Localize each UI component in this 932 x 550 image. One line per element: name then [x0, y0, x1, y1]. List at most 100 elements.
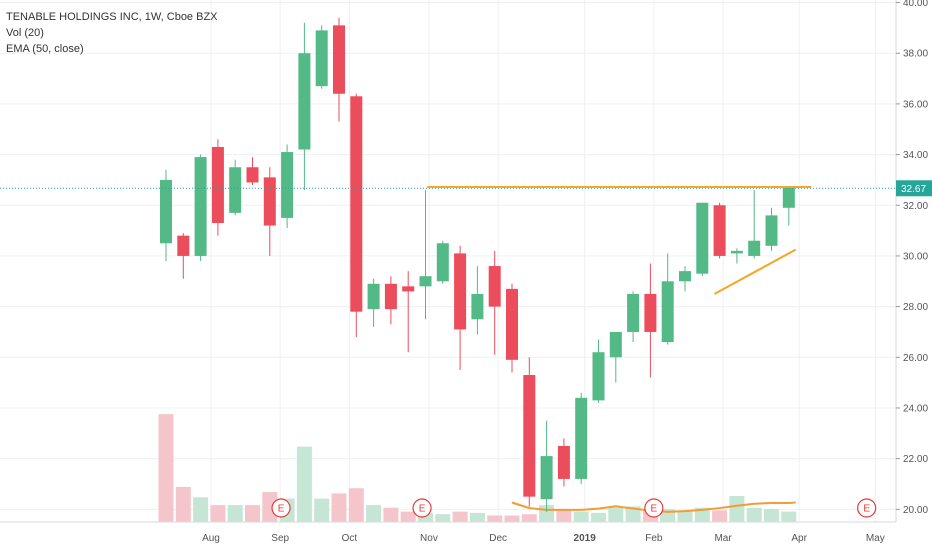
volume-bar — [556, 510, 572, 522]
y-tick-label: 30.00 — [903, 251, 928, 262]
x-tick-label: Mar — [714, 533, 732, 544]
candle-body — [730, 250, 743, 254]
candle-body — [298, 53, 311, 150]
x-tick-label: Sep — [271, 533, 289, 544]
volume-bar — [400, 511, 416, 522]
x-tick-label: 2019 — [574, 533, 597, 544]
chart-title: TENABLE HOLDINGS INC, 1W, Cboe BZX — [6, 11, 218, 23]
volume-bar — [158, 414, 174, 522]
volume-bar — [383, 507, 399, 522]
y-tick-label: 24.00 — [903, 403, 928, 414]
candle-body — [644, 293, 657, 332]
volume-bar — [193, 497, 209, 522]
x-tick-label: Apr — [791, 533, 807, 544]
x-tick-label: Aug — [202, 533, 220, 544]
volume-bar — [366, 505, 382, 522]
candle-body — [661, 281, 674, 343]
volume-indicator-label: Vol (20) — [6, 27, 44, 39]
x-tick-label: Dec — [489, 533, 507, 544]
candle-body — [246, 167, 259, 183]
candle-body — [333, 25, 345, 94]
ema-indicator-label: EMA (50, close) — [6, 43, 84, 55]
candle-body — [160, 179, 172, 244]
x-tick-label: Nov — [420, 533, 438, 544]
volume-bar — [331, 493, 347, 522]
volume-bar — [452, 511, 468, 522]
candle-body — [488, 266, 501, 307]
candle-body — [384, 283, 397, 310]
earnings-marker-label: E — [419, 504, 426, 515]
candle-body — [350, 96, 363, 312]
candle-body — [748, 240, 761, 256]
volume-bar — [694, 507, 710, 522]
ema-line — [511, 501, 796, 513]
candle-body — [454, 253, 467, 330]
volume-bar — [175, 486, 191, 522]
volume-bar — [746, 507, 762, 522]
earnings-marker — [644, 498, 664, 518]
earnings-marker — [412, 498, 432, 518]
volume-bar — [608, 507, 624, 522]
volume-bar — [625, 506, 641, 522]
volume-bar — [781, 511, 797, 522]
candle-body — [211, 146, 224, 223]
earnings-marker-label: E — [278, 504, 285, 515]
candle-body — [713, 205, 726, 256]
y-tick-label: 36.00 — [903, 99, 928, 110]
y-tick-label: 38.00 — [903, 49, 928, 60]
candle-body — [506, 288, 518, 360]
volume-bar — [573, 511, 589, 522]
volume-bar — [764, 509, 779, 522]
candle-body — [402, 286, 415, 292]
volume-bar — [469, 512, 485, 522]
volume-bar — [712, 510, 728, 522]
candle-body — [315, 30, 328, 87]
candle-body — [540, 456, 553, 500]
candle-body — [194, 157, 207, 256]
volume-bar — [210, 505, 226, 522]
volume-bar — [348, 488, 364, 522]
y-tick-label: 26.00 — [903, 353, 928, 364]
volume-bar — [521, 514, 537, 522]
candle-body — [281, 152, 294, 218]
earnings-marker — [271, 498, 291, 518]
earnings-marker-label: E — [651, 504, 658, 515]
support-trendline — [713, 248, 797, 295]
volume-bar — [296, 446, 312, 522]
candle-body — [679, 271, 691, 282]
y-tick-label: 40.00 — [903, 0, 928, 9]
chart-legend: TENABLE HOLDINGS INC, 1W, Cboe BZX Vol (… — [6, 9, 218, 57]
earnings-marker — [857, 498, 877, 518]
y-tick-label: 22.00 — [903, 454, 928, 465]
volume-bar — [262, 492, 278, 522]
candle-body — [557, 445, 570, 479]
y-tick-label: 32.00 — [903, 201, 928, 212]
candle-body — [177, 235, 190, 256]
last-price-label: 32.67 — [901, 184, 926, 195]
candle-body — [627, 293, 640, 332]
volume-bar — [227, 505, 243, 522]
candle-body — [263, 177, 276, 226]
earnings-marker-label: E — [863, 504, 870, 515]
y-tick-label: 34.00 — [903, 150, 928, 161]
x-tick-label: Feb — [645, 533, 663, 544]
x-tick-label: Oct — [342, 533, 358, 544]
candle-body — [609, 331, 622, 358]
candle-body — [782, 187, 795, 208]
candle-body — [229, 167, 242, 213]
volume-bar — [677, 511, 693, 522]
last-price-tag — [896, 180, 932, 197]
volume-bar — [314, 498, 330, 522]
candle-body — [436, 243, 449, 282]
candle-body — [765, 215, 778, 246]
candle-body — [575, 397, 588, 479]
candle-body — [419, 276, 432, 287]
volume-bar — [487, 515, 503, 522]
candle-body — [696, 202, 709, 274]
volume-bar — [504, 515, 520, 522]
y-tick-label: 28.00 — [903, 302, 928, 313]
candle-body — [367, 283, 380, 310]
volume-bar — [435, 514, 451, 522]
candle-body — [471, 293, 484, 320]
